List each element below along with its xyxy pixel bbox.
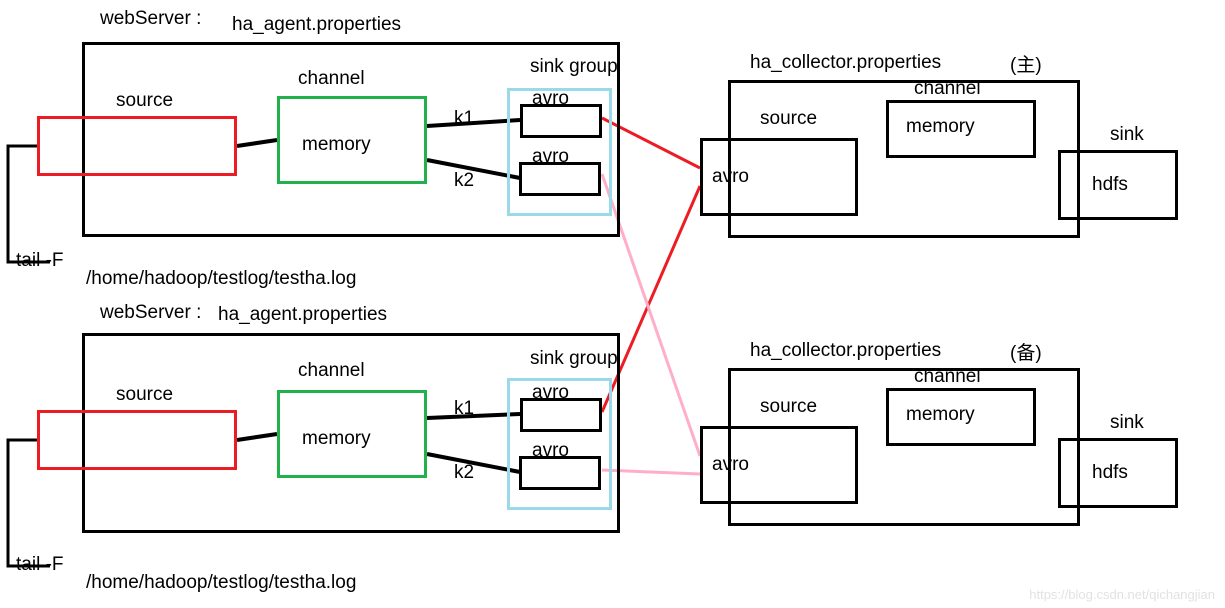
label-k1a: k1 [454,108,474,130]
label-k1b: k1 [454,398,474,420]
watermark: https://blog.csdn.net/qichangjian [1029,587,1215,602]
label-sourceLbl2: source [116,384,173,406]
label-logPath1: /home/hadoop/testlog/testha.log [86,268,356,290]
label-hdfsC2: hdfs [1092,462,1128,484]
label-haAgent2: ha_agent.properties [218,304,387,326]
label-webServer1: webServer : [100,8,201,30]
label-memoryLbl2: memory [302,428,371,450]
label-channelLblC1: channel [914,78,981,100]
label-primary: (主) [1010,50,1042,77]
label-channelLblC2: channel [914,366,981,388]
label-hdfsC1: hdfs [1092,174,1128,196]
label-channelLbl1: channel [298,68,365,90]
label-k2a: k2 [454,170,474,192]
label-sourceLbl1: source [116,90,173,112]
label-avroS1b: avro [532,146,569,168]
label-sourceLblC2: source [760,396,817,418]
label-backup: (备) [1010,338,1042,365]
label-tailF2: tail -F [16,554,64,576]
label-logPath2: /home/hadoop/testlog/testha.log [86,572,356,594]
label-memoryLblC1: memory [906,116,975,138]
box-sourceBox2 [37,410,237,470]
label-sinkLblC1: sink [1110,124,1144,146]
label-sinkLblC2: sink [1110,412,1144,434]
label-channelLbl2: channel [298,360,365,382]
label-sinkGroupLbl2: sink group [530,348,618,370]
label-sourceLblC1: source [760,108,817,130]
label-avroC1: avro [712,166,749,188]
label-memoryLbl1: memory [302,134,371,156]
label-haAgent1: ha_agent.properties [232,14,401,36]
box-sourceBox1 [37,116,237,176]
label-haCollector1: ha_collector.properties [750,52,941,74]
label-avroS2a: avro [532,382,569,404]
label-sinkGroupLbl1: sink group [530,56,618,78]
label-avroS1a: avro [532,88,569,110]
label-haCollector2: ha_collector.properties [750,340,941,362]
label-avroS2b: avro [532,440,569,462]
label-tailF1: tail -F [16,250,64,272]
label-webServer2: webServer : [100,302,201,324]
label-memoryLblC2: memory [906,404,975,426]
label-k2b: k2 [454,462,474,484]
label-avroC2: avro [712,454,749,476]
